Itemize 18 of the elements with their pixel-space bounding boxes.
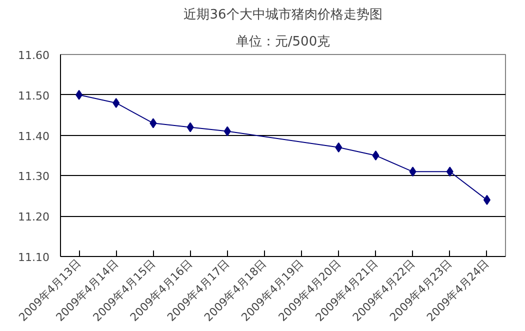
y-tick-label: 11.50 xyxy=(18,89,50,102)
y-tick-label: 11.20 xyxy=(18,210,50,224)
point xyxy=(150,118,157,128)
chart-subtitle: 单位：元/500克 xyxy=(236,34,330,50)
point xyxy=(76,90,83,100)
chart-title: 近期36个大中城市猪肉价格走势图 xyxy=(184,8,382,22)
point xyxy=(372,150,380,160)
y-tick-label: 11.60 xyxy=(18,49,50,62)
point xyxy=(112,98,120,108)
point xyxy=(446,166,454,177)
point xyxy=(186,122,194,132)
point xyxy=(409,166,416,177)
point xyxy=(224,126,231,136)
point xyxy=(483,194,490,205)
y-tick-label: 11.40 xyxy=(18,130,50,143)
point xyxy=(335,142,342,152)
y-tick-label: 11.30 xyxy=(18,170,50,184)
y-tick-label: 11.10 xyxy=(18,251,50,264)
